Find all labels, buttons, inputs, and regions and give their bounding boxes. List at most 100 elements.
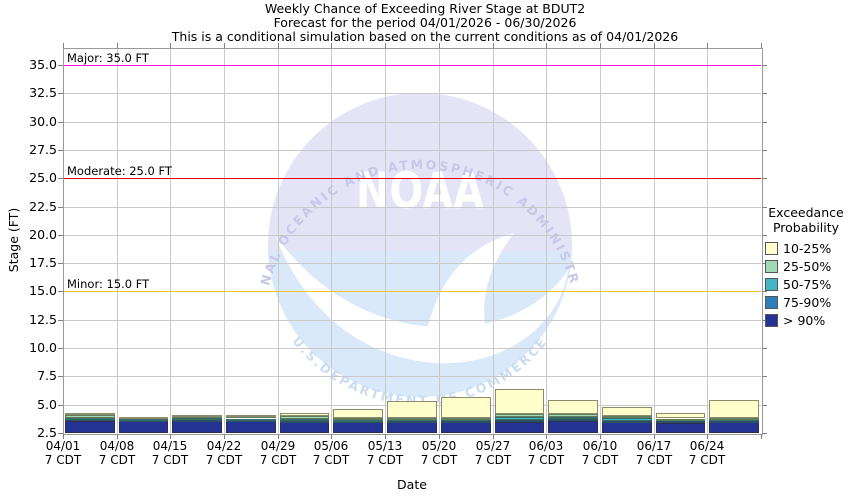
- y-tick-right: [762, 207, 767, 208]
- bar-segment: [387, 401, 437, 418]
- y-gridline: [63, 207, 761, 208]
- y-tick: [58, 93, 63, 94]
- bar-segment: [655, 421, 706, 424]
- x-tick-time: 7 CDT: [420, 453, 458, 467]
- y-tick-label: 17.5: [29, 255, 57, 270]
- bar-segment: [279, 416, 330, 419]
- bar-segment: [226, 415, 276, 418]
- x-tick-label: 04/08 7 CDT: [87, 439, 147, 467]
- legend-item: 25-50%: [762, 257, 850, 275]
- x-gridline: [707, 48, 708, 433]
- bar-segment: [494, 421, 545, 433]
- y-tick-label: 5.0: [37, 397, 57, 412]
- x-tick-date: 05/27: [475, 439, 511, 453]
- x-tick-time: 7 CDT: [259, 453, 297, 467]
- x-tick-time: 7 CDT: [688, 453, 726, 467]
- legend-swatch: [765, 241, 778, 255]
- y-gridline: [63, 235, 761, 236]
- y-tick-right: [762, 65, 767, 66]
- x-tick-top: [331, 43, 332, 48]
- x-tick-label: 06/24 7 CDT: [677, 439, 737, 467]
- bar-segment: [333, 418, 384, 421]
- bar-segment: [494, 419, 545, 422]
- x-tick-date: 04/29: [260, 439, 296, 453]
- bar-segment: [548, 399, 598, 415]
- x-tick-top: [546, 43, 547, 48]
- legend-item: 75-90%: [762, 293, 850, 311]
- y-tick-label: 2.5: [37, 425, 57, 440]
- bar-segment: [333, 419, 384, 422]
- bar-segment: [548, 419, 598, 422]
- x-gridline: [224, 48, 225, 433]
- legend-swatch: [765, 259, 778, 273]
- bar-segment: [548, 414, 598, 418]
- threshold-line-moderate: [63, 178, 761, 179]
- chart-subtitle-period: Forecast for the period 04/01/2026 - 06/…: [273, 15, 577, 30]
- x-tick-top: [761, 43, 762, 48]
- x-tick: [600, 434, 601, 439]
- x-tick-time: 7 CDT: [151, 453, 189, 467]
- x-tick-date: 04/08: [99, 439, 135, 453]
- x-tick-date: 04/15: [152, 439, 188, 453]
- x-tick-top: [224, 43, 225, 48]
- y-tick: [58, 433, 63, 434]
- y-tick-label: 32.5: [29, 85, 57, 100]
- x-tick: [224, 434, 225, 439]
- x-gridline: [493, 48, 494, 433]
- noaa-logo-watermark: NOAA NATIONAL OCEANIC AND ATMOSPHERIC AD…: [230, 55, 580, 408]
- y-tick: [58, 348, 63, 349]
- x-tick: [654, 434, 655, 439]
- x-tick-top: [278, 43, 279, 48]
- x-gridline: [331, 48, 332, 433]
- x-tick-label: 05/27 7 CDT: [463, 439, 523, 467]
- chart-title-block: Weekly Chance of Exceeding River Stage a…: [0, 2, 850, 44]
- y-tick: [58, 405, 63, 406]
- bar-segment: [279, 418, 330, 421]
- bar-segment: [494, 389, 545, 414]
- bar-segment: [118, 416, 169, 419]
- y-tick-right: [762, 405, 767, 406]
- x-tick-label: 04/22 7 CDT: [194, 439, 254, 467]
- bar-segment: [709, 418, 759, 421]
- bar-segment: [548, 421, 598, 433]
- legend-item-label: 50-75%: [783, 276, 832, 292]
- x-tick-time: 7 CDT: [205, 453, 243, 467]
- bar-segment: [601, 416, 652, 419]
- x-gridline: [278, 48, 279, 433]
- y-tick: [58, 235, 63, 236]
- x-tick-label: 06/10 7 CDT: [570, 439, 630, 467]
- bar-segment: [226, 418, 276, 421]
- y-tick-right: [762, 93, 767, 94]
- x-gridline: [117, 48, 118, 433]
- bar-segment: [172, 419, 223, 422]
- legend-title: Exceedance Probability: [768, 205, 844, 235]
- x-tick-top: [600, 43, 601, 48]
- x-tick-date: 06/24: [689, 439, 725, 453]
- bar-segment: [387, 419, 437, 422]
- y-tick-right: [762, 320, 767, 321]
- legend-item: 50-75%: [762, 275, 850, 293]
- y-tick: [58, 65, 63, 66]
- y-gridline: [63, 122, 761, 123]
- threshold-label-moderate: Moderate: 25.0 FT: [67, 164, 172, 178]
- y-tick-label: 30.0: [29, 114, 57, 129]
- y-tick-label: 27.5: [29, 142, 57, 157]
- legend: Exceedance Probability 10-25% 25-50% 50-75…: [762, 205, 850, 329]
- bar-segment: [709, 421, 759, 424]
- x-tick-time: 7 CDT: [44, 453, 82, 467]
- bar-segment: [65, 412, 115, 415]
- y-tick-right: [762, 178, 767, 179]
- x-tick-time: 7 CDT: [635, 453, 673, 467]
- x-tick-label: 06/03 7 CDT: [516, 439, 576, 467]
- x-tick-time: 7 CDT: [312, 453, 350, 467]
- y-gridline: [63, 376, 761, 377]
- y-tick-label: 22.5: [29, 199, 57, 214]
- x-gridline: [439, 48, 440, 433]
- x-tick-label: 05/06 7 CDT: [301, 439, 361, 467]
- x-gridline: [600, 48, 601, 433]
- y-tick-right: [762, 433, 767, 434]
- x-tick: [278, 434, 279, 439]
- x-tick-label: 04/29 7 CDT: [248, 439, 308, 467]
- legend-item-label: 75-90%: [783, 294, 832, 310]
- x-tick-top: [493, 43, 494, 48]
